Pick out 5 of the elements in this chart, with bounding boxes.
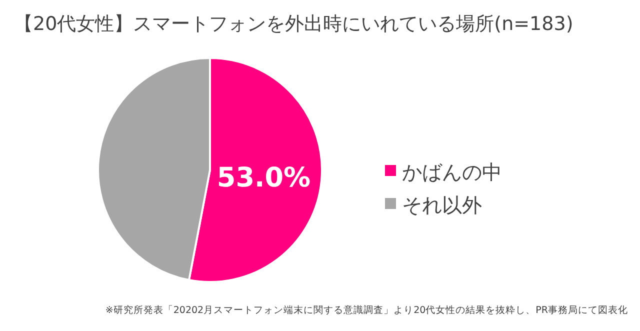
- legend-label: かばんの中: [402, 160, 502, 184]
- data-label: 53.0%: [216, 162, 311, 194]
- legend-label: それ以外: [402, 193, 482, 217]
- text: ※研究所発表「20202月スマートフォン端末に関する意識調査」より20代女性の結果を抜粋し、PR事務局にて図表化: [105, 304, 628, 316]
- chart-title: 【20代女性】スマートフォンを外出時にいれている場所(n=183): [14, 13, 574, 35]
